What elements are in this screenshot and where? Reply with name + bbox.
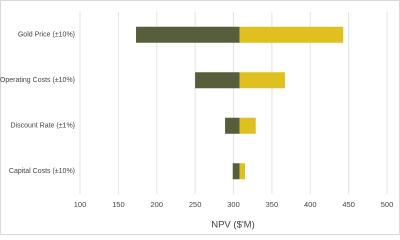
bar: [195, 72, 240, 89]
x-tick-label: 200: [150, 200, 163, 209]
chart: NPV ($'M) 100 150 200 250 300 350 400 450 500 Gol…: [0, 0, 400, 235]
category-label: Capital Costs (±10%): [9, 168, 75, 175]
x-tick-label: 150: [112, 200, 125, 209]
bar: [232, 163, 240, 180]
x-tick-label: 300: [227, 200, 240, 209]
x-tick-label: 250: [189, 200, 202, 209]
x-tick-label: 400: [304, 200, 317, 209]
bar: [239, 117, 256, 134]
bar: [239, 72, 285, 89]
x-tick-label: 450: [342, 200, 355, 209]
x-tick-label: 100: [74, 200, 87, 209]
x-tick-label: 350: [266, 200, 279, 209]
x-tick-label: 500: [381, 200, 394, 209]
bar: [225, 117, 240, 134]
bar: [239, 26, 344, 43]
category-label: Gold Price (±10%): [18, 32, 75, 39]
category-label: Discount Rate (±1%): [10, 123, 75, 130]
category-label: Operating Costs (±10%): [0, 77, 75, 84]
bar: [239, 163, 246, 180]
bar: [136, 26, 240, 43]
x-axis-title: NPV ($'M): [211, 220, 255, 231]
